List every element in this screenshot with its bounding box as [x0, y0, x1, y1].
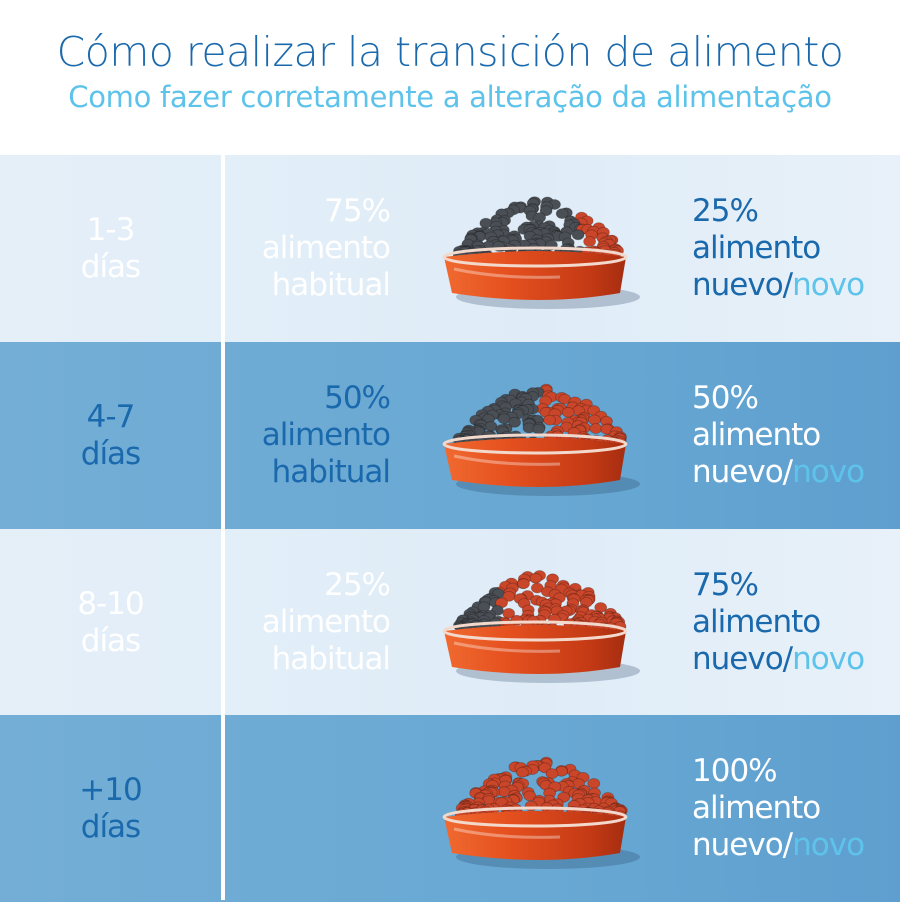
kibble — [539, 205, 553, 217]
old-food-cell: 25% alimento habitual — [261, 529, 391, 716]
kibble — [516, 766, 529, 778]
food-bowl-icon — [442, 756, 640, 869]
days-cell: 1-3 días — [0, 155, 221, 342]
kibble — [545, 768, 559, 780]
new-food-percent: 25% — [692, 193, 759, 229]
new-food-label-es: nuevo/ — [692, 827, 793, 863]
kibble — [571, 229, 585, 241]
new-food-label-es: nuevo/ — [692, 267, 793, 303]
page-subtitle: Como fazer corretamente a alteração da a… — [68, 80, 832, 114]
kibble — [543, 414, 556, 426]
kibble — [529, 572, 543, 584]
days-cell: 4-7 días — [0, 342, 221, 529]
new-food-cell: 75% alimento nuevo/novo — [692, 529, 865, 716]
days-range: +10 — [79, 771, 142, 808]
old-food-percent: 25% — [324, 567, 391, 603]
food-bowl-icon — [442, 383, 640, 496]
kibble — [523, 790, 537, 802]
kibble — [589, 423, 603, 434]
old-food-label: habitual — [271, 641, 391, 677]
kibble — [497, 413, 511, 425]
new-food-label-pt: novo — [792, 641, 865, 677]
old-food-label: alimento — [261, 604, 391, 640]
days-cell: 8-10 días — [0, 529, 221, 716]
old-food-cell: 50% alimento habitual — [261, 342, 391, 529]
new-food-cell: 50% alimento nuevo/novo — [692, 342, 865, 529]
days-unit: días — [80, 622, 141, 659]
transition-row: 8-10 días 25% alimento habitual 75% alim… — [0, 529, 900, 716]
days-unit: días — [80, 435, 141, 472]
kibble — [502, 608, 516, 619]
column-divider — [221, 155, 225, 900]
old-food-percent: 75% — [324, 193, 391, 229]
new-food-cell: 25% alimento nuevo/novo — [692, 155, 865, 342]
days-unit: días — [80, 248, 141, 285]
old-food-label: habitual — [271, 454, 391, 490]
kibble — [508, 416, 521, 428]
new-food-label-es: nuevo/ — [692, 641, 793, 677]
kibble — [530, 582, 544, 594]
new-food-label-pt: novo — [792, 267, 865, 303]
old-food-label: habitual — [271, 267, 391, 303]
new-food-cell: 100% alimento nuevo/novo — [692, 715, 865, 902]
new-food-label-es: nuevo/ — [692, 454, 793, 490]
new-food-percent: 100% — [692, 753, 778, 789]
new-food-label: alimento — [692, 604, 821, 640]
transition-row: +10 días 100% alimento nuevo/novo — [0, 715, 900, 902]
new-food-label-pt: novo — [792, 827, 865, 863]
days-range: 1-3 — [86, 211, 136, 248]
food-bowl-icon — [442, 196, 640, 309]
transition-row: 4-7 días 50% alimento habitual 50% alime… — [0, 342, 900, 529]
days-cell: +10 días — [0, 715, 221, 902]
kibble — [517, 578, 530, 590]
new-food-percent: 50% — [692, 380, 759, 416]
old-food-cell: 75% alimento habitual — [261, 155, 391, 342]
old-food-label: alimento — [261, 230, 391, 266]
new-food-percent: 75% — [692, 567, 759, 603]
food-bowl-icon — [442, 570, 640, 683]
kibble — [484, 421, 498, 432]
page-title: Cómo realizar la transición de alimento — [56, 28, 844, 76]
kibble — [561, 406, 575, 418]
kibble — [555, 208, 569, 220]
new-food-label: alimento — [692, 417, 821, 453]
kibble — [532, 423, 546, 435]
old-food-percent: 50% — [324, 380, 391, 416]
days-range: 8-10 — [77, 585, 144, 622]
kibble — [587, 778, 601, 789]
new-food-label: alimento — [692, 230, 821, 266]
new-food-label-pt: novo — [792, 454, 865, 490]
old-food-label: alimento — [261, 417, 391, 453]
transition-row: 1-3 días 75% alimento habitual 25% alime… — [0, 155, 900, 342]
new-food-label: alimento — [692, 790, 821, 826]
days-unit: días — [80, 808, 141, 845]
days-range: 4-7 — [86, 398, 136, 435]
kibble — [583, 236, 597, 247]
